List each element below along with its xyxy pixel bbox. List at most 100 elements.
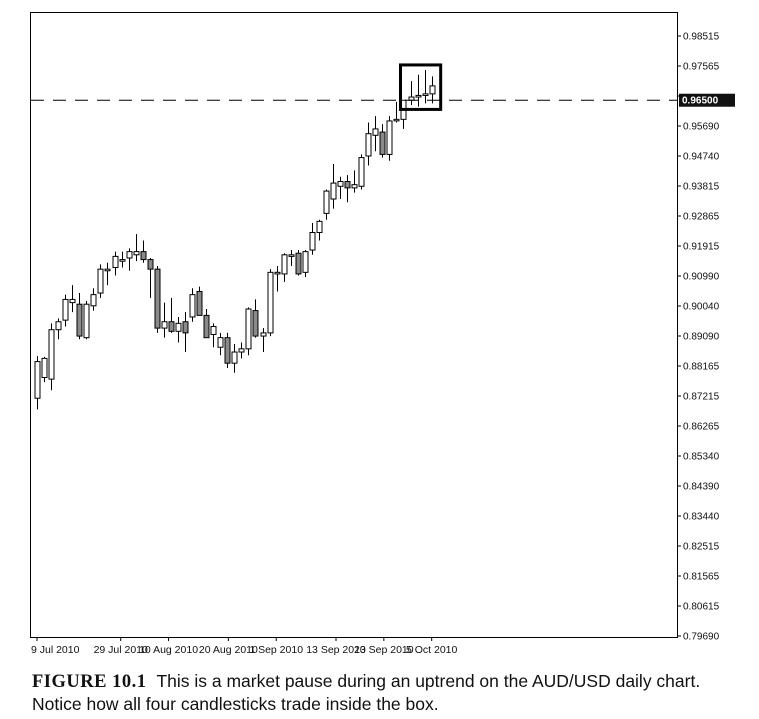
candle <box>224 332 231 368</box>
candle-body <box>288 254 295 257</box>
candle <box>168 297 175 333</box>
candle-body <box>365 133 372 157</box>
candle-body <box>161 321 168 329</box>
reference-label: 0.96500 <box>682 96 719 107</box>
candlestick-chart: 0.96500 0.98515 0.97565 0.95690 0.94740 0.93… <box>30 12 735 656</box>
candle-body <box>97 268 104 294</box>
candle <box>97 264 104 298</box>
candle <box>288 250 295 266</box>
candle-body <box>393 118 400 122</box>
candle-body <box>358 157 365 187</box>
y-tick-label: 0.95690 <box>683 122 720 133</box>
x-tick-label: 20 Aug 2010 <box>199 644 258 656</box>
candle-body <box>422 93 429 96</box>
y-tick-label: 0.90990 <box>683 272 720 283</box>
candle <box>69 285 76 313</box>
candle <box>316 219 323 241</box>
candle <box>281 253 288 282</box>
y-tick-label: 0.94740 <box>683 152 720 163</box>
candle-body <box>267 271 274 334</box>
candle-body <box>55 321 62 331</box>
candle-body <box>154 268 161 329</box>
candle-body <box>90 294 97 307</box>
highlight-box <box>398 63 443 111</box>
candle-body <box>260 332 267 337</box>
x-tick-label: 10 Aug 2010 <box>139 644 198 656</box>
candle-body <box>302 251 309 273</box>
candle-body <box>344 180 351 189</box>
candle <box>422 69 429 104</box>
candle <box>330 163 337 209</box>
reference-label-background <box>679 93 735 107</box>
candle <box>358 154 365 190</box>
candle-body <box>119 259 126 262</box>
candle-body <box>429 85 436 95</box>
y-tick-label: 0.93815 <box>683 182 720 193</box>
candle-body <box>224 337 231 364</box>
candle <box>386 116 393 161</box>
plot-frame <box>30 12 678 638</box>
y-tick-label: 0.85340 <box>683 452 720 463</box>
candle-body <box>189 294 196 318</box>
candle <box>252 299 259 338</box>
y-tick-label: 0.86265 <box>683 422 720 433</box>
candle-body <box>252 310 259 337</box>
y-tick-label: 0.88165 <box>683 362 720 373</box>
y-tick-label: 0.84390 <box>683 482 720 493</box>
candle <box>90 288 97 311</box>
y-tick-label: 0.80615 <box>683 602 720 613</box>
candle-body <box>274 271 281 275</box>
candle <box>182 312 189 353</box>
candle <box>62 294 69 327</box>
candle-body <box>309 231 316 251</box>
candle-body <box>217 337 224 348</box>
candle <box>372 116 379 152</box>
candle-body <box>323 190 330 214</box>
figure-label: FIGURE 10.1 <box>32 672 147 692</box>
candle <box>323 189 330 220</box>
candle <box>217 332 224 356</box>
candle <box>393 101 400 123</box>
candle <box>41 356 48 383</box>
y-tick-label: 0.87215 <box>683 392 720 403</box>
candle <box>104 262 111 286</box>
candle <box>196 286 203 316</box>
candle <box>34 356 41 410</box>
x-tick-label: 9 Jul 2010 <box>31 644 80 656</box>
candle-body <box>295 252 302 275</box>
candle <box>231 344 238 373</box>
candle <box>309 222 316 255</box>
candle <box>112 251 119 276</box>
y-tick-label: 0.97565 <box>683 62 720 73</box>
candle-body <box>203 314 210 339</box>
y-axis: 0.98515 0.97565 0.95690 0.94740 0.93815 0.928… <box>677 32 720 643</box>
y-tick-label: 0.90040 <box>683 302 720 313</box>
y-tick-label: 0.91915 <box>683 242 720 253</box>
candle <box>415 74 422 107</box>
candle-body <box>330 182 337 200</box>
candle-body <box>34 361 41 399</box>
candle-body <box>83 303 90 339</box>
candle-body <box>168 321 175 332</box>
candle <box>379 124 386 158</box>
candle-body <box>196 290 203 316</box>
candle-body <box>133 251 140 256</box>
candle <box>337 176 344 200</box>
candle <box>210 323 217 348</box>
candle <box>267 269 274 337</box>
candle <box>140 240 147 263</box>
candle-body <box>415 94 422 98</box>
candle <box>119 251 126 268</box>
candle <box>76 293 83 340</box>
x-tick-label: 29 Jul 2010 <box>94 644 148 656</box>
candle-body <box>386 120 393 155</box>
candle-body <box>41 357 48 379</box>
candle-body <box>175 322 182 332</box>
candle <box>365 122 372 166</box>
candle-body <box>147 259 154 270</box>
candle <box>245 307 252 356</box>
candle <box>295 250 302 276</box>
candle-body <box>316 220 323 233</box>
candle <box>238 342 245 359</box>
x-tick-label: 23 Sep 2010 <box>354 644 414 656</box>
